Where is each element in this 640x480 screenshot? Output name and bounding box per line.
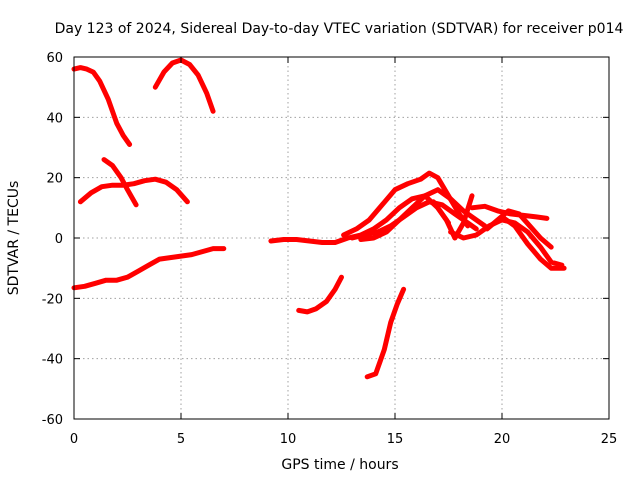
x-tick-label-5: 25 (601, 432, 618, 447)
series-arc-16 (364, 286, 407, 380)
y-tick-label-0: -60 (42, 413, 63, 428)
y-tick-label-4: 20 (46, 172, 63, 187)
series-arc-10 (431, 193, 475, 241)
y-tick-label-3: 0 (55, 232, 63, 247)
x-tick-label-0: 0 (70, 432, 78, 447)
x-tick-label-3: 15 (387, 432, 404, 447)
x-tick-label-2: 10 (280, 432, 297, 447)
series-arc-2 (152, 57, 216, 114)
series-arc-5 (71, 246, 227, 291)
series-arc-1 (71, 65, 133, 147)
grid (74, 57, 609, 419)
y-tick-label-6: 60 (46, 51, 63, 66)
x-axis-label: GPS time / hours (281, 457, 398, 473)
series-layer (71, 57, 567, 380)
tick-labels: 0 5 10 15 20 25 -60 -40 -20 0 20 40 60 (42, 51, 618, 447)
y-tick-label-2: -20 (42, 292, 63, 307)
y-tick-label-5: 40 (46, 111, 63, 126)
ticks (73, 56, 610, 420)
series-arc-13 (484, 208, 554, 250)
y-tick-label-1: -40 (42, 353, 63, 368)
series-arc-3 (101, 157, 139, 208)
series-arc-14 (499, 214, 567, 271)
y-axis-label: SDTVAR / TECUs (6, 181, 22, 296)
x-tick-label-4: 20 (494, 432, 511, 447)
series-arc-15 (296, 274, 344, 315)
series-arc-4 (77, 176, 190, 205)
x-tick-label-1: 5 (177, 432, 185, 447)
series-arc-8 (349, 199, 479, 241)
chart-title: Day 123 of 2024, Sidereal Day-to-day VTE… (55, 21, 624, 37)
